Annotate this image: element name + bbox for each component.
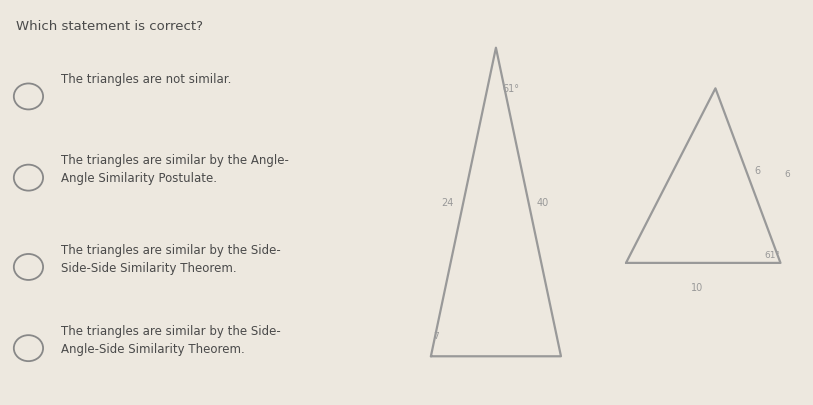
Text: The triangles are similar by the Side-
Side-Side Similarity Theorem.: The triangles are similar by the Side- S…: [61, 243, 280, 274]
Text: 61°: 61°: [764, 251, 780, 260]
Text: 24: 24: [441, 198, 454, 207]
Text: 6: 6: [785, 170, 790, 179]
Text: 7: 7: [433, 332, 439, 341]
Text: 6: 6: [754, 165, 761, 175]
Text: The triangles are similar by the Angle-
Angle Similarity Postulate.: The triangles are similar by the Angle- …: [61, 154, 289, 185]
Text: 40: 40: [537, 198, 549, 207]
Text: 61°: 61°: [502, 84, 520, 94]
Text: The triangles are not similar.: The triangles are not similar.: [61, 73, 232, 86]
Text: Which statement is correct?: Which statement is correct?: [16, 20, 203, 33]
Text: The triangles are similar by the Side-
Angle-Side Similarity Theorem.: The triangles are similar by the Side- A…: [61, 324, 280, 355]
Text: 10: 10: [691, 283, 704, 292]
